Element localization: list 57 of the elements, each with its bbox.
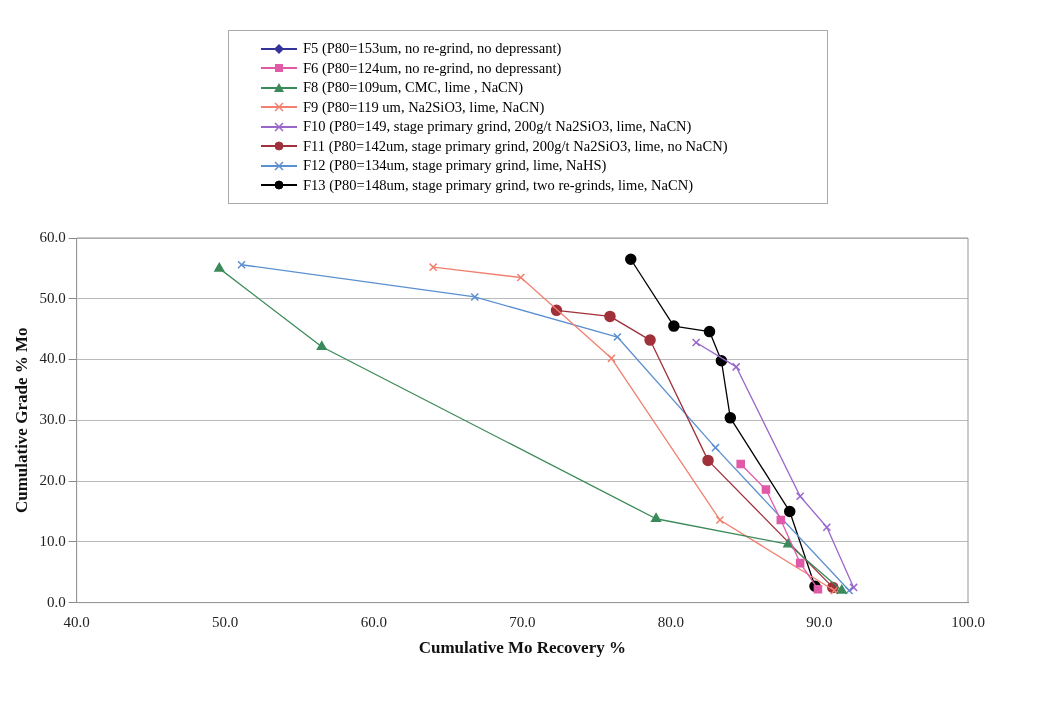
point — [822, 522, 832, 532]
y-tick-label: 30.0 — [39, 411, 66, 428]
y-tick-label: 40.0 — [39, 350, 66, 367]
legend-label: F5 (P80=153um, no re-grind, no depressant) — [303, 40, 562, 58]
point — [668, 320, 680, 332]
legend-label: F11 (P80=142um, stage primary grind, 200g/t Na2SiO3, lime, no NaCN) — [303, 137, 728, 155]
legend-label: F6 (P80=124um, no re-grind, no depressant) — [303, 59, 562, 77]
point — [776, 515, 786, 525]
point — [736, 459, 745, 469]
y-tick-label: 0.0 — [46, 593, 66, 610]
point — [604, 310, 616, 323]
x-tick-label: 60.0 — [360, 613, 387, 630]
point — [470, 292, 480, 302]
point — [783, 505, 796, 518]
point — [691, 338, 701, 347]
legend-label: F9 (P80=119 um, Na2SiO3, lime, NaCN) — [303, 98, 545, 116]
point — [711, 443, 720, 452]
x-tick-label: 50.0 — [212, 613, 239, 630]
point — [625, 253, 637, 266]
point — [830, 586, 839, 595]
point — [214, 262, 225, 272]
point — [724, 412, 737, 424]
x-tick-label: 100.0 — [951, 613, 985, 630]
point — [703, 325, 716, 338]
point — [783, 538, 794, 548]
point — [237, 260, 246, 270]
point — [795, 558, 805, 568]
y-tick-label: 60.0 — [39, 228, 66, 245]
point — [795, 491, 805, 501]
point — [650, 512, 662, 522]
x-axis-title: Cumulative Mo Recovery % — [418, 638, 626, 658]
y-tick-label: 10.0 — [39, 532, 66, 549]
point — [644, 334, 656, 346]
point — [836, 584, 847, 594]
x-tick-label: 70.0 — [509, 613, 536, 630]
y-axis-title: Cumulative Grade % Mo — [11, 327, 31, 514]
point — [428, 262, 438, 272]
point — [715, 515, 725, 525]
y-tick-label: 20.0 — [39, 472, 66, 488]
legend-label: F13 (P80=148um, stage primary grind, two re-grinds, lime, NaCN) — [303, 176, 693, 194]
x-tick-label: 80.0 — [657, 613, 685, 630]
legend-label: F8 (P80=109um, CMC, lime , NaCN) — [303, 79, 524, 97]
y-tick-label: 50.0 — [39, 289, 66, 306]
point — [813, 584, 823, 594]
legend-label: F12 (P80=134um, stage primary grind, lime, NaHS) — [303, 157, 607, 175]
legend-label: F10 (P80=149, stage primary grind, 200g/t Na2SiO3, lime, NaCN) — [303, 118, 692, 136]
point — [702, 454, 714, 467]
point — [607, 354, 616, 363]
point — [731, 362, 741, 372]
point — [316, 341, 327, 351]
point — [849, 583, 858, 592]
point — [516, 273, 526, 282]
x-tick-label: 40.0 — [63, 613, 90, 630]
point — [613, 332, 622, 342]
point — [761, 485, 771, 494]
point — [844, 586, 854, 595]
x-tick-label: 90.0 — [806, 613, 833, 630]
